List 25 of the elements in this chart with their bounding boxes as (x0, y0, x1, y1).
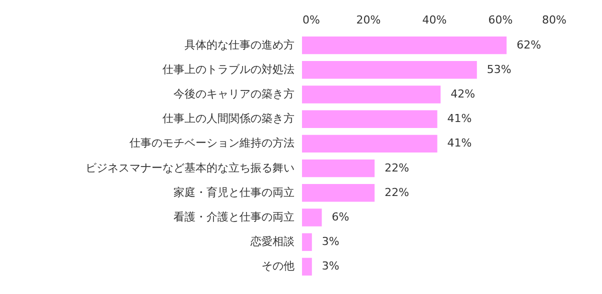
data-label: 6% (332, 210, 350, 224)
x-tick-label: 60% (488, 14, 513, 26)
y-tick-label: その他 (262, 260, 294, 273)
y-tick-label: 看護・介護と仕事の両立 (174, 210, 294, 224)
y-tick-label: 仕事上のトラブルの対処法 (162, 62, 294, 76)
data-label: 3% (322, 260, 340, 273)
data-label: 42% (450, 88, 476, 100)
data-label: 41% (447, 112, 472, 126)
x-tick-label: 20% (356, 14, 381, 26)
y-tick-label: 家庭・育児と仕事の両立 (174, 186, 294, 199)
y-tick-label: 恋愛相談 (250, 235, 294, 248)
y-tick-label: ビジネスマナーなど基本的な立ち振る舞い (86, 161, 294, 174)
data-label: 3% (322, 235, 340, 248)
data-label: 22% (384, 186, 410, 199)
y-tick-label: 仕事のモチベーション維持の方法 (130, 136, 294, 150)
data-label: 41% (447, 136, 472, 150)
y-tick-label: 具体的な仕事の進め方 (184, 38, 294, 52)
data-label: 22% (384, 161, 410, 174)
y-tick-label: 仕事上の人間関係の築き方 (162, 112, 294, 126)
data-label: 62% (516, 38, 542, 52)
x-tick-label: 80% (542, 14, 566, 26)
data-label: 53% (486, 62, 512, 76)
x-tick-label: 40% (422, 14, 447, 26)
y-tick-label: 今後のキャリアの築き方 (174, 88, 294, 100)
x-tick-label: 0% (302, 14, 320, 26)
